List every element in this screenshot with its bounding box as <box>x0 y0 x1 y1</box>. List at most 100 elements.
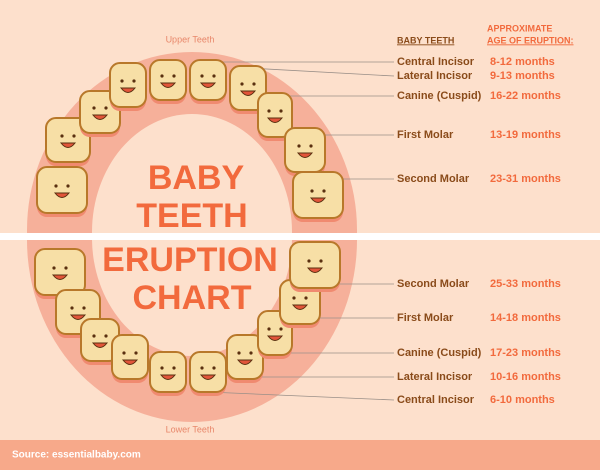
tooth-name: Lateral Incisor <box>397 371 473 383</box>
tooth <box>226 334 264 383</box>
mouth <box>296 152 314 158</box>
eruption-age: 9-13 months <box>490 70 555 82</box>
eye <box>252 82 256 86</box>
tooth-body <box>149 351 187 393</box>
divider <box>0 233 600 240</box>
tooth-body <box>36 166 88 214</box>
tooth-name: Canine (Cuspid) <box>397 347 482 359</box>
tooth-name: Central Incisor <box>397 394 475 406</box>
eye <box>249 351 253 355</box>
tooth-name: Central Incisor <box>397 56 475 68</box>
eruption-age: 6-10 months <box>490 394 555 406</box>
tooth <box>284 127 326 176</box>
tooth-body <box>189 59 227 101</box>
leader-line <box>247 67 395 77</box>
eye <box>310 189 314 193</box>
tooth <box>189 59 227 104</box>
mouth <box>91 114 109 120</box>
eye <box>104 334 108 338</box>
eruption-age: 10-16 months <box>490 371 561 383</box>
eye <box>132 79 136 83</box>
tooth <box>149 59 187 104</box>
lower-gum <box>27 240 357 422</box>
eye <box>92 334 96 338</box>
eruption-age: 13-19 months <box>490 129 561 141</box>
mouth <box>266 117 284 123</box>
eye <box>134 351 138 355</box>
eye <box>120 79 124 83</box>
footer-bar <box>0 440 600 470</box>
header-age: AGE OF ERUPTION: <box>487 35 574 45</box>
mouth <box>53 192 71 198</box>
eye <box>122 351 126 355</box>
tooth-body <box>149 59 187 101</box>
eye <box>160 366 164 370</box>
mouth <box>291 304 309 310</box>
eruption-age: 8-12 months <box>490 56 555 68</box>
eye <box>60 134 64 138</box>
title-line: BABY <box>148 159 245 197</box>
eruption-age: 23-31 months <box>490 173 561 185</box>
mouth <box>306 267 324 273</box>
tooth-body <box>229 65 267 111</box>
tooth <box>45 117 91 166</box>
tooth-name: Canine (Cuspid) <box>397 90 482 102</box>
eye <box>82 306 86 310</box>
tooth-body <box>109 62 147 108</box>
eye <box>70 306 74 310</box>
tooth-name: Second Molar <box>397 278 470 290</box>
mouth <box>236 359 254 365</box>
eye <box>72 134 76 138</box>
mouth <box>266 335 284 341</box>
eye <box>237 351 241 355</box>
mouth <box>51 274 69 280</box>
tooth <box>257 92 293 141</box>
title-line: TEETH <box>136 197 247 235</box>
tooth <box>36 166 88 217</box>
tooth-body <box>257 92 293 138</box>
eye <box>104 106 108 110</box>
eye <box>307 259 311 263</box>
mouth <box>239 90 257 96</box>
tooth <box>80 318 120 365</box>
leader-line <box>207 391 395 401</box>
tooth-body <box>284 127 326 173</box>
eye <box>309 144 313 148</box>
eye <box>160 74 164 78</box>
tooth-body <box>45 117 91 163</box>
eye <box>267 327 271 331</box>
tooth-body <box>111 334 149 380</box>
eye <box>52 266 56 270</box>
tooth-body <box>189 351 227 393</box>
tooth <box>109 62 147 111</box>
eye <box>240 82 244 86</box>
mouth <box>309 197 327 203</box>
tooth <box>149 351 187 396</box>
tooth <box>111 334 149 383</box>
eye <box>212 74 216 78</box>
mouth <box>69 314 87 320</box>
mouth <box>119 87 137 93</box>
eye <box>279 327 283 331</box>
eye <box>322 189 326 193</box>
lower-label: Lower Teeth <box>166 424 215 434</box>
title-line: ERUPTION <box>102 241 278 279</box>
eye <box>172 366 176 370</box>
upper-label: Upper Teeth <box>166 34 215 44</box>
tooth <box>289 241 341 292</box>
mouth <box>59 142 77 148</box>
tooth-body <box>34 248 86 296</box>
eruption-age: 16-22 months <box>490 90 561 102</box>
eye <box>200 74 204 78</box>
mouth <box>199 82 217 88</box>
title-line: CHART <box>133 279 252 317</box>
mouth <box>121 359 139 365</box>
tooth-name: Lateral Incisor <box>397 70 473 82</box>
eye <box>267 109 271 113</box>
tooth-name: First Molar <box>397 312 454 324</box>
eye <box>319 259 323 263</box>
eruption-age: 17-23 months <box>490 347 561 359</box>
eruption-age: 25-33 months <box>490 278 561 290</box>
eye <box>297 144 301 148</box>
eye <box>54 184 58 188</box>
